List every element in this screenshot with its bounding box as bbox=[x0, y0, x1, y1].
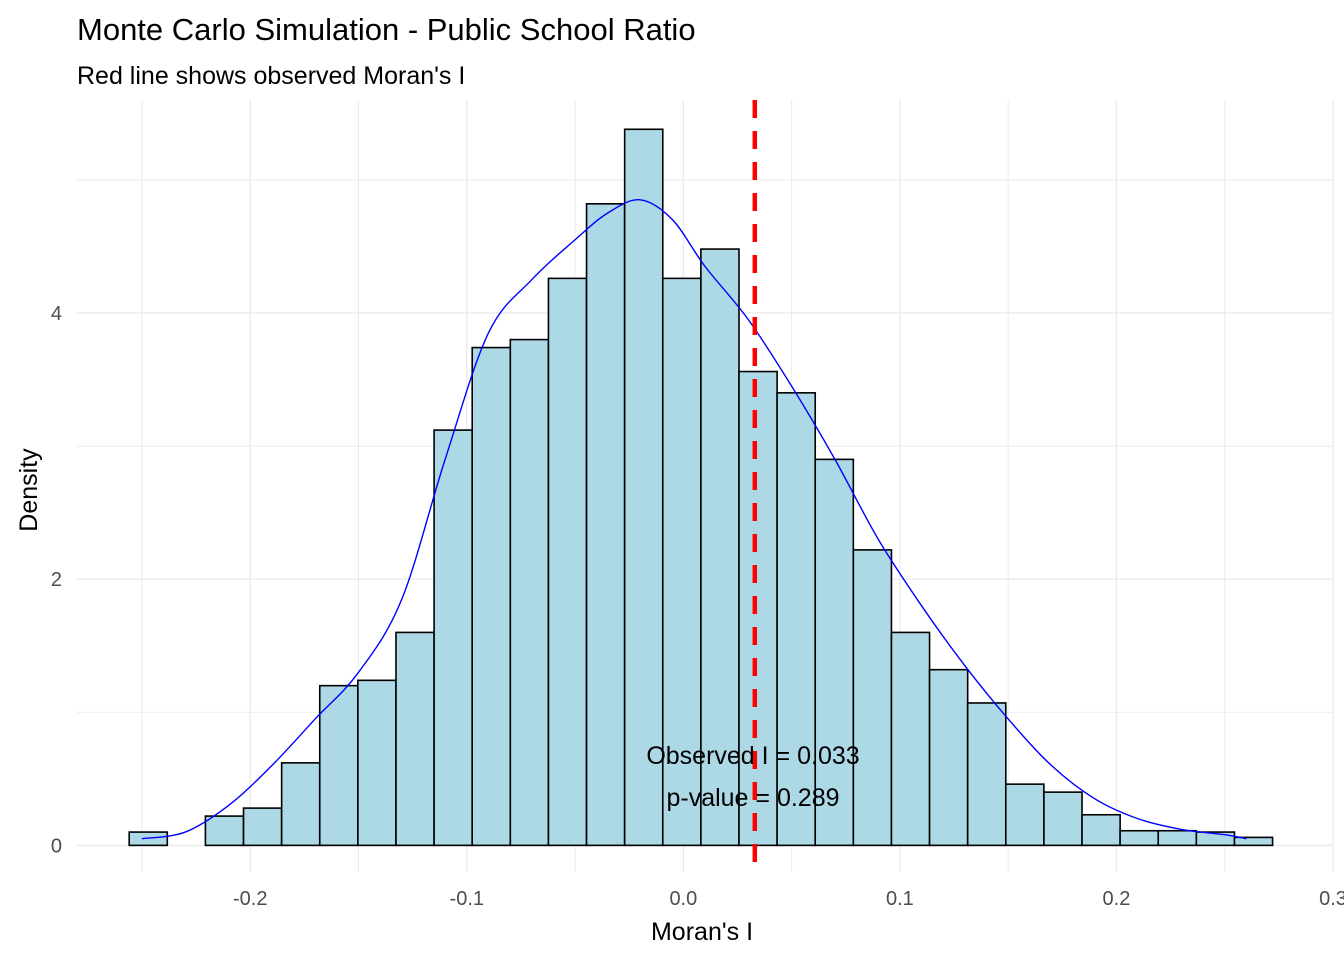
density-curve bbox=[141, 199, 1247, 840]
x-tick-label: 0.1 bbox=[886, 888, 914, 910]
x-axis-ticks: -0.2 -0.1 0.0 0.1 0.2 0.3 bbox=[233, 888, 1344, 910]
histogram-bar bbox=[852, 549, 893, 847]
x-tick-label: 0.2 bbox=[1103, 888, 1131, 910]
y-tick-label: 0 bbox=[51, 835, 62, 857]
annotations: Observed I = 0.033 p-value = 0.289 bbox=[646, 742, 859, 812]
histogram-bar bbox=[433, 429, 474, 847]
histogram-bar bbox=[318, 684, 359, 847]
histogram-bar bbox=[776, 392, 817, 847]
y-tick-label: 2 bbox=[51, 569, 62, 591]
histogram-bar bbox=[1081, 813, 1121, 847]
histogram-bar bbox=[890, 631, 931, 847]
density-curve-layer bbox=[141, 199, 1247, 840]
histogram-bar bbox=[928, 668, 969, 847]
y-axis-title: Density bbox=[15, 448, 43, 532]
x-tick-label: 0.3 bbox=[1319, 888, 1344, 910]
y-tick-label: 4 bbox=[51, 303, 62, 325]
histogram-bar bbox=[585, 203, 626, 847]
x-tick-label: -0.2 bbox=[233, 888, 267, 910]
histogram-bar bbox=[1119, 829, 1160, 847]
histogram-bar bbox=[357, 679, 397, 847]
histogram-bar bbox=[395, 631, 435, 847]
histogram-bar bbox=[738, 370, 778, 847]
x-axis-title: Moran's I bbox=[651, 918, 753, 946]
histogram-bar bbox=[1004, 783, 1045, 847]
y-axis-ticks: 0 2 4 bbox=[51, 303, 62, 857]
x-tick-label: -0.1 bbox=[450, 888, 484, 910]
histogram-bar bbox=[242, 807, 283, 847]
histogram-bar bbox=[509, 338, 550, 847]
x-tick-label: 0.0 bbox=[669, 888, 697, 910]
histogram-bar bbox=[966, 702, 1007, 847]
histogram-bar bbox=[204, 815, 245, 847]
pvalue-annotation: p-value = 0.289 bbox=[666, 784, 839, 812]
chart-title: Monte Carlo Simulation - Public School R… bbox=[77, 12, 696, 47]
histogram-bar bbox=[280, 762, 321, 847]
histogram-bar bbox=[547, 277, 588, 847]
histogram-bar bbox=[623, 128, 664, 847]
histogram-bar bbox=[471, 346, 512, 847]
histogram-bars bbox=[128, 128, 1274, 847]
chart-subtitle: Red line shows observed Moran's I bbox=[77, 62, 465, 90]
histogram-bar bbox=[1157, 829, 1198, 847]
observed-annotation: Observed I = 0.033 bbox=[646, 742, 859, 770]
histogram-bar bbox=[1043, 791, 1083, 847]
histogram-bar bbox=[1233, 836, 1274, 847]
